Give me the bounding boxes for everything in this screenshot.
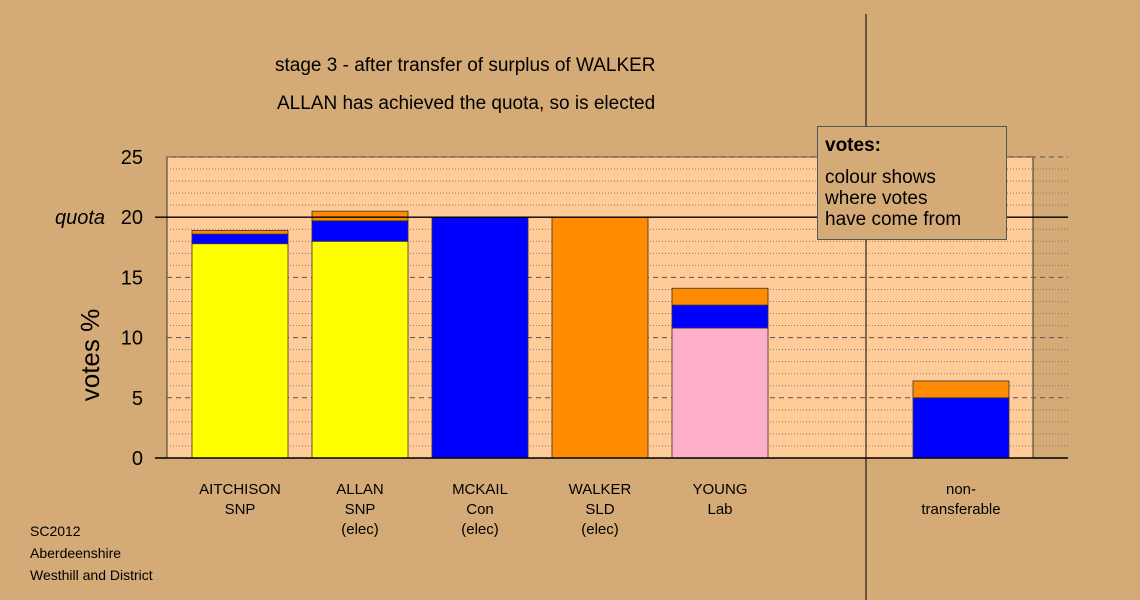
chart-title: stage 3 - after transfer of surplus of W… (275, 55, 656, 76)
y-tick-label: 25 (121, 147, 143, 169)
y-tick-label: 5 (132, 388, 143, 410)
x-tick-label: Lab (707, 501, 732, 518)
quota-label: quota (55, 207, 105, 229)
bar-segment (191, 230, 289, 235)
y-tick-label: 20 (121, 207, 143, 229)
bar-segment (311, 210, 409, 222)
x-tick-label: YOUNG (692, 481, 747, 498)
bar-segment (311, 240, 409, 459)
x-tick-label: ALLAN (336, 481, 384, 498)
y-axis-label: votes % (75, 309, 105, 402)
x-tick-label: (elec) (461, 521, 499, 538)
footer-line-3: Westhill and District (30, 567, 153, 583)
footer: SC2012 Aberdeenshire Westhill and Distri… (30, 520, 153, 586)
x-tick-label: MCKAIL (452, 481, 508, 498)
bar-segment (431, 216, 529, 459)
x-tick-label: WALKER (569, 481, 632, 498)
bar-segment (912, 380, 1010, 399)
legend-text: colour shows where votes have come from (825, 167, 962, 230)
chart-subtitle: ALLAN has achieved the quota, so is elec… (277, 93, 656, 114)
x-tick-label: Con (466, 501, 494, 518)
x-tick-label: (elec) (341, 521, 379, 538)
x-tick-label: SNP (345, 501, 376, 518)
y-tick-label: 0 (132, 448, 143, 470)
bar-segment (671, 304, 769, 329)
bar-segment (191, 243, 289, 459)
bar-segment (311, 220, 409, 242)
x-tick-label: transferable (921, 501, 1000, 518)
x-tick-label: (elec) (581, 521, 619, 538)
x-tick-label: AITCHISON (199, 481, 281, 498)
bar-segment (671, 327, 769, 459)
y-tick-label: 10 (121, 328, 143, 350)
y-tick-label: 15 (121, 267, 143, 289)
bar-segment (912, 397, 1010, 459)
bar-segment (671, 287, 769, 306)
bar-segment (551, 216, 649, 459)
x-tick-label: SNP (225, 501, 256, 518)
bar-segment (191, 233, 289, 245)
legend-title: votes: (825, 135, 881, 156)
legend-box: votes: colour shows where votes have com… (817, 126, 1007, 240)
footer-line-1: SC2012 (30, 523, 81, 539)
x-tick-label: SLD (585, 501, 614, 518)
footer-line-2: Aberdeenshire (30, 545, 122, 561)
x-tick-label: non- (946, 481, 976, 498)
